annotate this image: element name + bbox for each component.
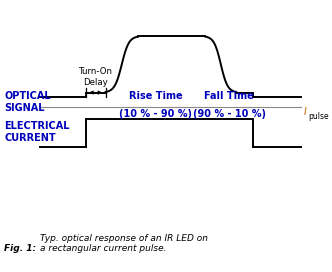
Text: (10 % - 90 %): (10 % - 90 %) xyxy=(119,109,192,119)
Text: (90 % - 10 %): (90 % - 10 %) xyxy=(193,109,266,119)
Text: Fig. 1:: Fig. 1: xyxy=(4,244,40,253)
Text: OPTICAL
SIGNAL: OPTICAL SIGNAL xyxy=(4,91,51,113)
Text: Rise Time: Rise Time xyxy=(129,91,182,101)
Text: Fall Time: Fall Time xyxy=(205,91,254,101)
Text: Typ. optical response of an IR LED on
a rectangular current pulse.: Typ. optical response of an IR LED on a … xyxy=(40,234,208,253)
Text: Turn-On
Delay: Turn-On Delay xyxy=(79,67,113,87)
Text: ELECTRICAL
CURRENT: ELECTRICAL CURRENT xyxy=(4,121,70,143)
Text: pulse: pulse xyxy=(308,112,329,121)
Text: I: I xyxy=(304,107,307,117)
